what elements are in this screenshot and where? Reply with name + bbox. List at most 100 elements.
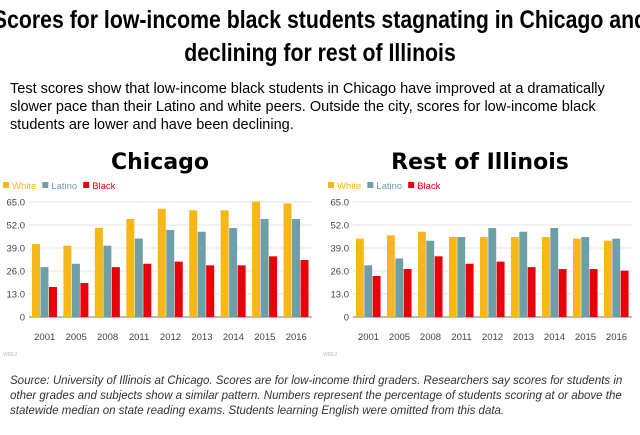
bar-white-2005 bbox=[63, 245, 72, 317]
bar-latino-2011 bbox=[457, 237, 466, 317]
legend-swatch-latino bbox=[367, 182, 374, 188]
bar-black-2013 bbox=[527, 267, 536, 317]
y-tick-label: 0 bbox=[344, 313, 349, 324]
bar-white-2001 bbox=[355, 238, 364, 317]
bar-black-2005 bbox=[80, 283, 89, 317]
y-tick-label: 65.0 bbox=[331, 198, 350, 209]
bar-white-2012 bbox=[157, 208, 166, 317]
page-title: Scores for low-income black students sta… bbox=[0, 6, 640, 67]
bar-black-2016 bbox=[620, 270, 629, 317]
x-tick-label: 2001 bbox=[34, 332, 55, 343]
bar-black-2001 bbox=[372, 275, 381, 317]
x-tick-label: 2012 bbox=[482, 332, 503, 343]
bar-black-2011 bbox=[143, 263, 152, 317]
legend-label-latino: Latino bbox=[376, 181, 402, 192]
x-tick-label: 2015 bbox=[254, 332, 275, 343]
bar-white-2011 bbox=[448, 237, 457, 317]
x-tick-label: 2005 bbox=[66, 332, 87, 343]
legend-swatch-black bbox=[83, 182, 90, 188]
rest-of-illinois-chart: White Latino Black 0 13.0 26.0 39.0 52.0 65.0 200… bbox=[323, 181, 632, 358]
bar-black-2015 bbox=[589, 269, 598, 317]
credit-label: WBEZ bbox=[323, 352, 337, 358]
x-tick-label: 2016 bbox=[286, 332, 307, 343]
bar-white-2016 bbox=[603, 240, 612, 317]
bar-black-2005 bbox=[403, 269, 412, 317]
bar-white-2008 bbox=[417, 231, 426, 317]
legend-label-black: Black bbox=[92, 181, 115, 192]
y-tick-label: 13.0 bbox=[331, 290, 350, 301]
source-note: Source: University of Illinois at Chicag… bbox=[10, 375, 623, 417]
bar-black-2015 bbox=[269, 256, 278, 317]
bar-latino-2016 bbox=[612, 238, 621, 317]
x-tick-label: 2015 bbox=[575, 332, 596, 343]
legend-label-black: Black bbox=[417, 181, 440, 192]
bar-latino-2013 bbox=[197, 231, 206, 317]
bar-latino-2015 bbox=[260, 218, 269, 317]
chicago-chart: White Latino Black 0 13.0 26.0 39.0 52.0 65.0 200… bbox=[3, 181, 312, 358]
bar-latino-2012 bbox=[488, 228, 497, 317]
bar-white-2013 bbox=[510, 237, 519, 317]
legend-label-white: White bbox=[337, 181, 361, 192]
y-tick-label: 13.0 bbox=[7, 290, 26, 301]
subtitle: Test scores show that low-income black s… bbox=[10, 81, 605, 133]
x-tick-label: 2012 bbox=[160, 332, 181, 343]
x-tick-label: 2013 bbox=[513, 332, 534, 343]
bar-latino-2011 bbox=[134, 238, 143, 317]
bar-black-2016 bbox=[300, 260, 309, 317]
legend-label-white: White bbox=[12, 181, 36, 192]
legend-swatch-black bbox=[408, 182, 415, 188]
bar-white-2013 bbox=[189, 210, 198, 317]
bar-black-2011 bbox=[465, 263, 474, 317]
y-tick-label: 52.0 bbox=[7, 221, 26, 232]
bar-white-2014 bbox=[220, 210, 229, 317]
bar-white-2014 bbox=[541, 237, 550, 317]
x-tick-label: 2005 bbox=[389, 332, 410, 343]
x-tick-label: 2014 bbox=[223, 332, 244, 343]
legend-swatch-white bbox=[3, 182, 9, 188]
bar-white-2016 bbox=[283, 203, 292, 317]
bar-black-2014 bbox=[558, 269, 567, 317]
x-tick-label: 2008 bbox=[420, 332, 441, 343]
y-tick-label: 0 bbox=[20, 313, 25, 324]
bar-latino-2008 bbox=[426, 240, 435, 317]
bar-latino-2005 bbox=[395, 258, 404, 317]
bar-white-2001 bbox=[31, 244, 40, 317]
bar-latino-2012 bbox=[166, 229, 175, 317]
y-tick-label: 65.0 bbox=[7, 198, 26, 209]
bar-black-2014 bbox=[237, 265, 246, 317]
y-tick-label: 52.0 bbox=[331, 221, 350, 232]
bar-latino-2005 bbox=[71, 263, 80, 317]
bar-white-2015 bbox=[572, 238, 581, 317]
x-tick-label: 2011 bbox=[451, 332, 471, 343]
bar-black-2001 bbox=[48, 286, 57, 317]
bar-latino-2014 bbox=[550, 228, 559, 317]
bar-white-2008 bbox=[94, 228, 103, 317]
bar-white-2005 bbox=[386, 235, 395, 317]
bar-latino-2001 bbox=[40, 267, 49, 317]
bar-black-2013 bbox=[206, 265, 215, 317]
bar-black-2012 bbox=[496, 261, 505, 317]
y-tick-label: 26.0 bbox=[331, 267, 350, 278]
bar-white-2012 bbox=[479, 237, 488, 317]
x-tick-label: 2013 bbox=[191, 332, 212, 343]
bar-latino-2008 bbox=[103, 245, 112, 317]
bar-black-2008 bbox=[111, 267, 120, 317]
bar-white-2015 bbox=[252, 201, 261, 317]
y-tick-label: 39.0 bbox=[7, 244, 26, 255]
legend-label-latino: Latino bbox=[51, 181, 77, 192]
rest-chart-title: Rest of Illinois bbox=[391, 150, 569, 175]
bar-latino-2016 bbox=[292, 218, 301, 317]
bar-white-2011 bbox=[126, 218, 135, 317]
bar-latino-2001 bbox=[364, 265, 373, 317]
bar-black-2008 bbox=[434, 256, 443, 317]
bar-latino-2014 bbox=[229, 228, 238, 317]
legend-swatch-white bbox=[328, 182, 334, 188]
y-tick-label: 26.0 bbox=[7, 267, 26, 278]
credit-label: WBEZ bbox=[3, 352, 17, 358]
chicago-chart-title: Chicago bbox=[110, 150, 210, 175]
x-tick-label: 2008 bbox=[97, 332, 118, 343]
legend-swatch-latino bbox=[42, 182, 49, 188]
x-tick-label: 2011 bbox=[129, 332, 149, 343]
bar-black-2012 bbox=[174, 261, 183, 317]
x-tick-label: 2014 bbox=[544, 332, 565, 343]
